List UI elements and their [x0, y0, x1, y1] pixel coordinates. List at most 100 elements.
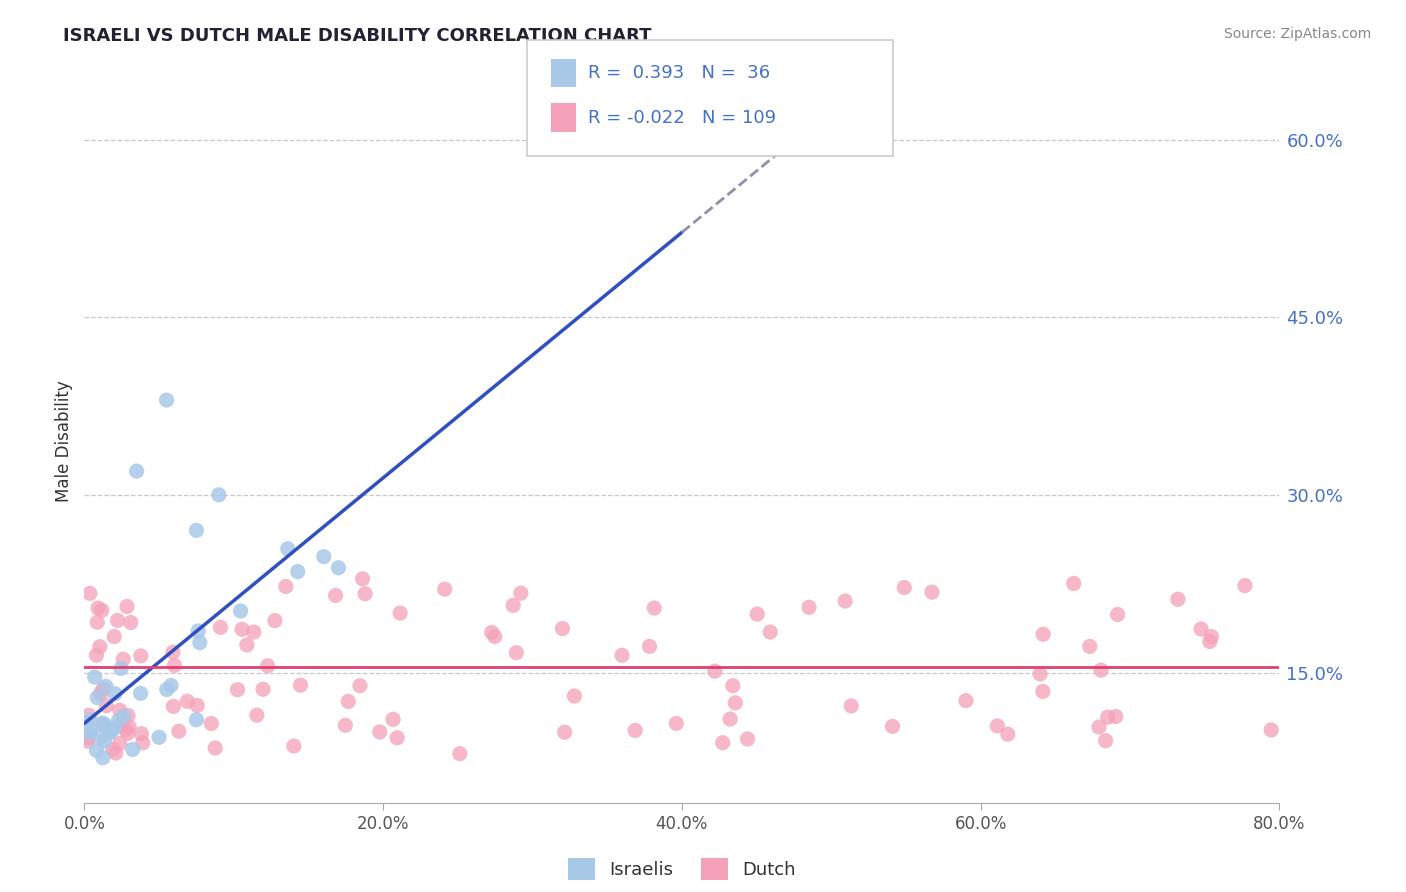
Point — [148, 731, 170, 745]
Point — [103, 721, 125, 735]
Point — [246, 708, 269, 723]
Point — [1201, 630, 1223, 644]
Point — [79, 713, 101, 727]
Point — [264, 614, 287, 628]
Point — [1094, 733, 1116, 747]
Point — [737, 731, 759, 746]
Point — [200, 716, 222, 731]
Point — [79, 723, 101, 737]
Point — [665, 716, 688, 731]
Point — [104, 687, 127, 701]
Point — [955, 693, 977, 707]
Point — [1105, 709, 1128, 723]
Point — [1097, 710, 1119, 724]
Point — [176, 694, 198, 708]
Point — [834, 594, 856, 608]
Point — [389, 606, 412, 620]
Text: ISRAELI VS DUTCH MALE DISABILITY CORRELATION CHART: ISRAELI VS DUTCH MALE DISABILITY CORRELA… — [63, 27, 652, 45]
Point — [101, 723, 124, 737]
Point — [117, 726, 139, 740]
Point — [368, 725, 391, 739]
Point — [312, 549, 335, 564]
Point — [335, 718, 357, 732]
Point — [718, 712, 741, 726]
Point — [110, 661, 132, 675]
Point — [349, 679, 371, 693]
Point — [131, 727, 153, 741]
Point — [287, 565, 309, 579]
Point — [354, 587, 377, 601]
Point — [91, 718, 114, 732]
Point — [108, 736, 131, 750]
Point — [111, 716, 134, 731]
Point — [721, 679, 744, 693]
Point — [352, 572, 374, 586]
Point — [107, 614, 129, 628]
Point — [204, 741, 226, 756]
Point — [509, 586, 531, 600]
Point — [91, 715, 114, 730]
Point — [229, 604, 252, 618]
Point — [129, 686, 152, 700]
Point — [1167, 592, 1189, 607]
Point — [77, 731, 100, 745]
Point — [132, 736, 155, 750]
Point — [283, 739, 305, 753]
Point — [129, 648, 152, 663]
Point — [703, 664, 725, 678]
Point — [117, 708, 139, 723]
Point — [1029, 667, 1052, 681]
Point — [114, 723, 136, 737]
Point — [564, 689, 586, 703]
Point — [104, 746, 127, 760]
Legend: Israelis, Dutch: Israelis, Dutch — [568, 858, 796, 880]
Text: Source: ZipAtlas.com: Source: ZipAtlas.com — [1223, 27, 1371, 41]
Point — [277, 541, 299, 556]
Point — [77, 708, 100, 723]
Point — [107, 714, 129, 728]
Point — [115, 599, 138, 614]
Point — [502, 599, 524, 613]
Point — [156, 682, 179, 697]
Y-axis label: Male Disability: Male Disability — [55, 381, 73, 502]
Text: R = -0.022   N = 109: R = -0.022 N = 109 — [588, 109, 776, 127]
Point — [759, 625, 782, 640]
Point — [231, 622, 253, 636]
Point — [449, 747, 471, 761]
Point — [337, 694, 360, 708]
Point — [610, 648, 633, 663]
Point — [101, 742, 124, 756]
Point — [94, 679, 117, 693]
Point — [1078, 640, 1101, 654]
Point — [839, 698, 862, 713]
Point — [1032, 627, 1054, 641]
Point — [186, 698, 208, 713]
Point — [226, 682, 249, 697]
Point — [112, 709, 135, 723]
Point — [236, 638, 259, 652]
Point — [186, 524, 208, 538]
Point — [93, 734, 115, 748]
Point — [325, 589, 347, 603]
Point — [91, 751, 114, 765]
Point — [243, 625, 266, 640]
Point — [86, 615, 108, 630]
Point — [747, 607, 769, 621]
Point — [89, 730, 111, 744]
Point — [188, 635, 211, 649]
Point — [86, 648, 108, 663]
Point — [551, 622, 574, 636]
Point — [882, 719, 904, 733]
Point — [1198, 634, 1220, 648]
Point — [86, 743, 108, 757]
Point — [125, 464, 148, 478]
Point — [624, 723, 647, 738]
Point — [163, 658, 186, 673]
Point — [162, 645, 184, 659]
Point — [162, 699, 184, 714]
Point — [89, 640, 111, 654]
Point — [554, 725, 576, 739]
Point — [121, 742, 143, 756]
Point — [797, 600, 820, 615]
Point — [208, 488, 231, 502]
